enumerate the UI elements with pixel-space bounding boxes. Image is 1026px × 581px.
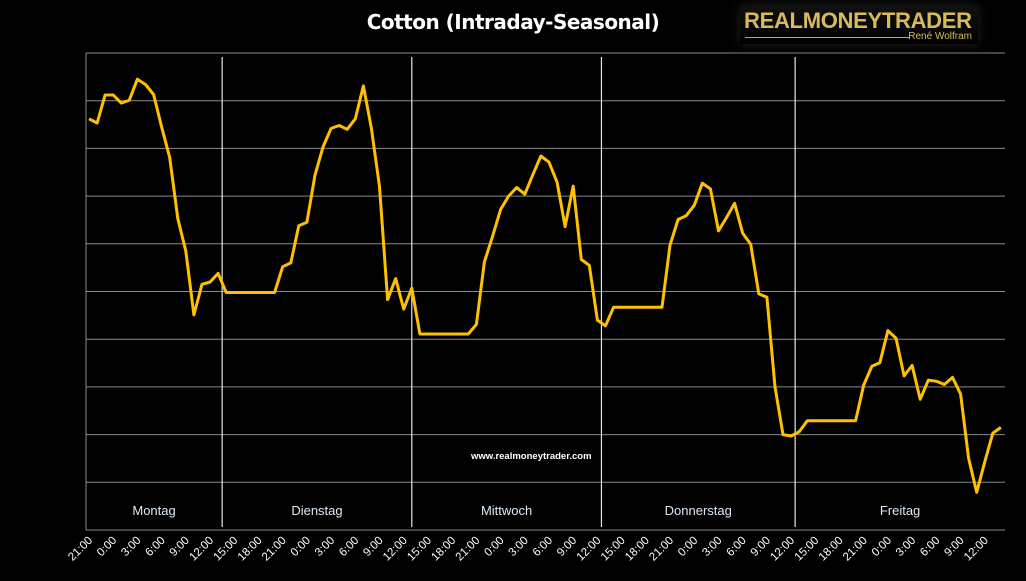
x-tick-label: 6:00 xyxy=(143,535,167,559)
x-tick-label: 6:00 xyxy=(918,535,942,559)
x-tick-label: 21:00 xyxy=(66,535,95,564)
x-tick-label: 21:00 xyxy=(260,535,289,564)
day-label: Freitag xyxy=(880,503,920,518)
x-tick-label: 12:00 xyxy=(381,535,410,564)
x-tick-label: 18:00 xyxy=(429,535,458,564)
x-tick-label: 18:00 xyxy=(817,535,846,564)
day-label: Dienstag xyxy=(291,503,342,518)
x-tick-label: 0:00 xyxy=(676,535,700,559)
x-tick-label: 21:00 xyxy=(454,535,483,564)
logo-author: René Wolfram xyxy=(908,31,972,42)
series-line xyxy=(88,77,1002,494)
x-tick-label: 3:00 xyxy=(119,535,143,559)
x-tick-label: 0:00 xyxy=(482,535,506,559)
x-tick-label: 3:00 xyxy=(507,535,531,559)
day-label: Montag xyxy=(132,503,175,518)
x-tick-label: 3:00 xyxy=(313,535,337,559)
x-tick-label: 0:00 xyxy=(95,535,119,559)
x-tick-label: 12:00 xyxy=(187,535,216,564)
x-tick-label: 6:00 xyxy=(531,535,555,559)
x-tick-label: 6:00 xyxy=(724,535,748,559)
x-tick-label: 21:00 xyxy=(647,535,676,564)
gridlines xyxy=(86,52,1005,483)
x-tick-label: 6:00 xyxy=(337,535,361,559)
x-tick-label: 18:00 xyxy=(623,535,652,564)
x-tick-label: 18:00 xyxy=(236,535,265,564)
chart-title: Cotton (Intraday-Seasonal) xyxy=(366,10,660,34)
x-tick-label: 15:00 xyxy=(405,535,434,564)
axes xyxy=(85,53,1005,531)
day-label: Donnerstag xyxy=(665,503,732,518)
series xyxy=(88,77,1002,494)
day-label: Mittwoch xyxy=(481,503,532,518)
x-tick-label: 15:00 xyxy=(793,535,822,564)
x-tick-label: 12:00 xyxy=(768,535,797,564)
day-labels: Montag Dienstag Mittwoch Donnerstag Freitag xyxy=(132,503,920,518)
x-tick-labels: 21:00 0:00 3:00 6:00 9:0012:0015:0018:0021:0… xyxy=(66,535,991,564)
logo: REALMONEYTRADER René Wolfram xyxy=(740,6,978,44)
x-tick-label: 12:00 xyxy=(962,535,991,564)
x-tick-label: 21:00 xyxy=(841,535,870,564)
watermark: www.realmoneytrader.com xyxy=(471,451,592,462)
logo-rule xyxy=(745,37,910,38)
logo-name: REALMONEYTRADER xyxy=(744,8,972,33)
x-tick-label: 3:00 xyxy=(894,535,918,559)
x-tick-label: 3:00 xyxy=(700,535,724,559)
x-tick-label: 15:00 xyxy=(599,535,628,564)
x-tick-label: 12:00 xyxy=(575,535,604,564)
x-tick-label: 15:00 xyxy=(212,535,241,564)
day-separators xyxy=(221,57,796,527)
x-tick-label: 0:00 xyxy=(870,535,894,559)
x-tick-label: 0:00 xyxy=(289,535,313,559)
